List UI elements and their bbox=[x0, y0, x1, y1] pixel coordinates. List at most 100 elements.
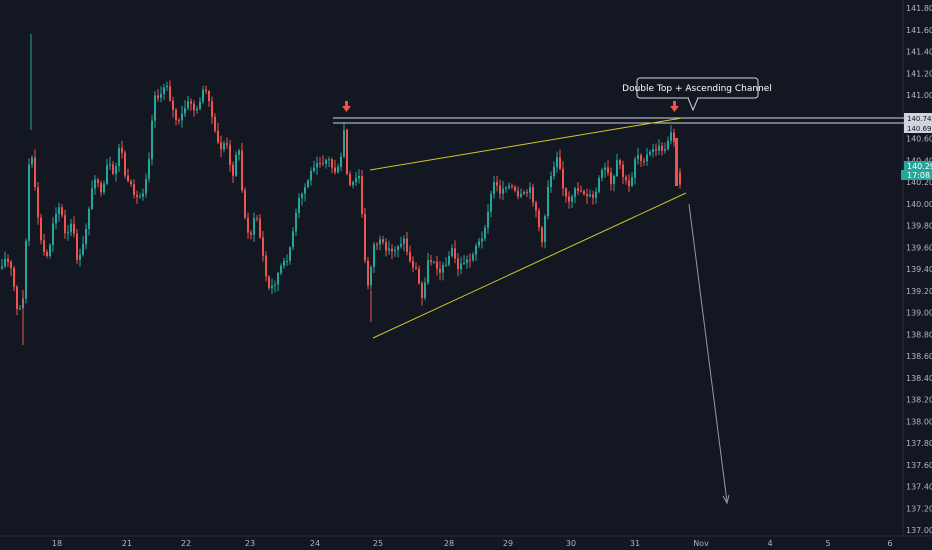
y-tick-label: 140.200 bbox=[906, 178, 932, 187]
candle-body bbox=[571, 196, 573, 202]
price-tags: 140.740 140.695 140.29717:08 bbox=[901, 113, 932, 180]
candle-body bbox=[325, 159, 327, 164]
candle-body bbox=[196, 108, 198, 111]
candle-body bbox=[67, 232, 69, 234]
candle-body bbox=[466, 259, 468, 263]
candle-body bbox=[34, 157, 36, 188]
candle-body bbox=[127, 175, 129, 182]
candle-body bbox=[499, 185, 501, 194]
candle-body bbox=[61, 207, 63, 216]
candle-body bbox=[208, 91, 210, 102]
candle-body bbox=[637, 155, 639, 160]
callout-box[interactable]: Double Top + Ascending Channel bbox=[622, 77, 772, 112]
candle-body bbox=[514, 186, 516, 191]
candle-body bbox=[625, 176, 627, 181]
candle-body bbox=[634, 159, 636, 178]
x-tick-label: 23 bbox=[245, 539, 255, 548]
candle-body bbox=[256, 218, 258, 220]
candle-body bbox=[439, 268, 441, 273]
candle-body bbox=[106, 165, 108, 184]
candle-body bbox=[529, 187, 531, 193]
y-tick-label: 141.200 bbox=[906, 69, 932, 78]
candle-body bbox=[463, 262, 465, 264]
candle-body bbox=[346, 129, 348, 174]
candle-body bbox=[412, 261, 414, 268]
price-axis[interactable]: 141.800141.600141.400141.200141.000140.8… bbox=[902, 0, 932, 550]
candles-layer bbox=[1, 34, 681, 345]
candle-body bbox=[517, 190, 519, 197]
candle-body bbox=[151, 120, 153, 160]
candle-body bbox=[178, 119, 180, 121]
last-price-stub bbox=[901, 170, 905, 180]
candle-body bbox=[382, 239, 384, 243]
top-marker-2 bbox=[670, 101, 679, 112]
candle-body bbox=[172, 100, 174, 110]
candle-body bbox=[502, 188, 504, 194]
candle-body bbox=[52, 223, 54, 245]
candle-body bbox=[508, 185, 510, 188]
candle-body bbox=[607, 167, 609, 173]
candle-body bbox=[100, 183, 102, 193]
candle-body bbox=[675, 138, 678, 186]
candle-body bbox=[652, 149, 654, 152]
candle-body bbox=[190, 101, 192, 104]
candle-body bbox=[406, 238, 408, 252]
candle-body bbox=[370, 266, 372, 286]
candle-body bbox=[424, 282, 426, 298]
projection-arrow-line[interactable] bbox=[688, 203, 728, 503]
candle-body bbox=[310, 171, 312, 181]
candle-body bbox=[220, 142, 222, 150]
candle-body bbox=[49, 244, 51, 257]
candle-body bbox=[316, 163, 318, 168]
x-tick-label: 31 bbox=[630, 539, 640, 548]
candle-body bbox=[535, 202, 537, 211]
y-tick-label: 141.000 bbox=[906, 91, 932, 100]
price-tag-current bbox=[904, 170, 932, 180]
time-axis[interactable]: 18 21 22 23 24 25 28 29 30 31 Nov 4 5 6 bbox=[0, 535, 932, 548]
candle-body bbox=[433, 261, 435, 263]
y-tick-label: 138.600 bbox=[906, 352, 932, 361]
candle-body bbox=[418, 268, 420, 284]
y-tick-label: 138.400 bbox=[906, 374, 932, 383]
candle-body bbox=[475, 245, 477, 255]
candle-body bbox=[358, 175, 360, 179]
projection-arrowhead bbox=[722, 494, 730, 505]
candle-body bbox=[211, 101, 213, 117]
candle-body bbox=[247, 217, 249, 233]
candle-body bbox=[70, 223, 72, 233]
candle-body bbox=[361, 175, 363, 214]
candle-body bbox=[154, 95, 156, 121]
channel-upper-trendline[interactable] bbox=[369, 117, 683, 171]
candle-body bbox=[202, 89, 204, 102]
price-tag-label: 140.297 bbox=[907, 162, 932, 171]
candle-body bbox=[376, 244, 378, 246]
candle-body bbox=[142, 193, 144, 197]
candle-body bbox=[547, 186, 549, 217]
candle-body bbox=[28, 164, 30, 241]
candle-body bbox=[544, 216, 546, 243]
candle-body bbox=[613, 176, 615, 184]
candle-body bbox=[85, 228, 87, 245]
candle-body bbox=[421, 283, 423, 298]
x-tick-label: 25 bbox=[373, 539, 383, 548]
y-tick-label: 137.600 bbox=[906, 461, 932, 470]
y-tick-label: 141.400 bbox=[906, 48, 932, 57]
candle-body bbox=[82, 244, 84, 255]
price-tag-current bbox=[904, 161, 932, 171]
candle-body bbox=[268, 276, 270, 289]
candle-body bbox=[490, 193, 492, 212]
candle-body bbox=[673, 132, 675, 142]
candle-body bbox=[505, 187, 507, 189]
candle-body bbox=[265, 255, 267, 277]
candle-body bbox=[538, 210, 540, 228]
candle-body bbox=[343, 129, 345, 157]
y-tick-label: 137.200 bbox=[906, 504, 932, 513]
candle-body bbox=[13, 268, 15, 287]
candle-body bbox=[280, 265, 282, 274]
candle-body bbox=[586, 194, 588, 197]
candle-body bbox=[301, 193, 303, 198]
candle-body bbox=[97, 179, 99, 184]
channel-lower-trendline[interactable] bbox=[372, 192, 687, 339]
